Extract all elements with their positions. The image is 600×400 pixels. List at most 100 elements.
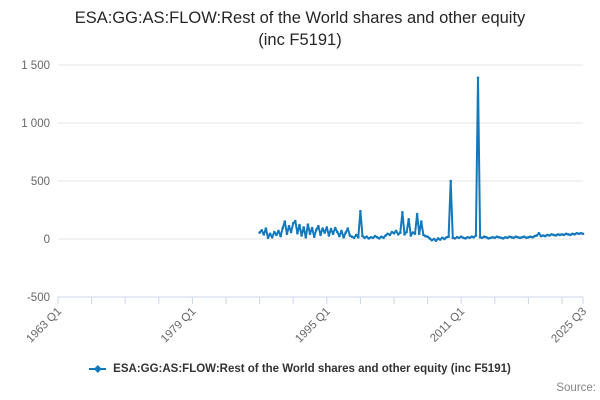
series-point-marker bbox=[369, 236, 373, 239]
series-point-marker bbox=[443, 237, 446, 241]
series-point-marker bbox=[468, 236, 471, 240]
series-point-marker bbox=[436, 237, 440, 240]
series-point-marker bbox=[325, 226, 329, 229]
series-line[interactable] bbox=[258, 76, 584, 242]
series-point-marker bbox=[417, 232, 421, 236]
series-point-marker bbox=[537, 231, 541, 235]
series-point-marker bbox=[375, 236, 379, 239]
series-point-marker bbox=[457, 236, 461, 240]
series-point-marker bbox=[522, 235, 526, 238]
series-point-marker bbox=[434, 239, 438, 242]
series-point-marker bbox=[420, 220, 423, 223]
series-point-marker bbox=[459, 235, 463, 238]
series-point-marker bbox=[270, 236, 274, 239]
series-point-marker bbox=[392, 231, 396, 235]
series-point-marker bbox=[499, 236, 503, 240]
series-point-marker bbox=[306, 223, 310, 226]
legend-item[interactable]: ESA:GG:AS:FLOW:Rest of the World shares … bbox=[89, 363, 511, 375]
series-point-marker bbox=[451, 236, 455, 240]
series-point-marker bbox=[447, 235, 450, 238]
x-tick-label: 1995 Q1 bbox=[293, 306, 333, 346]
series-point-marker bbox=[564, 232, 568, 236]
series-point-marker bbox=[441, 236, 444, 240]
series-point-marker bbox=[535, 234, 539, 237]
series-point-marker bbox=[430, 238, 434, 242]
series-point-marker bbox=[552, 233, 555, 237]
series-point-marker bbox=[478, 236, 482, 239]
source-label: Source: bbox=[556, 382, 596, 394]
series-point-marker bbox=[512, 236, 515, 240]
series-point-marker bbox=[520, 236, 524, 239]
series-point-marker bbox=[296, 231, 299, 235]
series-point-marker bbox=[554, 234, 557, 237]
series-point-marker bbox=[491, 236, 495, 239]
series-point-marker bbox=[304, 236, 308, 239]
series-point-marker bbox=[426, 235, 429, 238]
series-point-marker bbox=[533, 234, 536, 238]
series-point-marker bbox=[390, 230, 394, 234]
series-point-marker bbox=[333, 226, 337, 230]
series-point-marker bbox=[573, 233, 576, 236]
series-point-marker bbox=[472, 236, 476, 239]
series-point-marker bbox=[539, 234, 543, 238]
legend: ESA:GG:AS:FLOW:Rest of the World shares … bbox=[0, 363, 600, 375]
series-point-marker bbox=[558, 233, 562, 237]
series-point-marker bbox=[401, 211, 404, 214]
series-point-marker bbox=[556, 233, 560, 236]
series-point-marker bbox=[291, 222, 295, 225]
series-point-marker bbox=[514, 235, 518, 238]
series-point-marker bbox=[543, 234, 547, 238]
series-point-marker bbox=[411, 231, 415, 234]
series-point-marker bbox=[501, 237, 505, 240]
series-point-marker bbox=[352, 236, 356, 240]
series-point-marker bbox=[323, 231, 327, 234]
series-point-marker bbox=[260, 229, 264, 232]
series-point-marker bbox=[367, 237, 371, 240]
series-point-marker bbox=[462, 236, 465, 240]
series-point-marker bbox=[315, 228, 318, 231]
series-point-marker bbox=[504, 236, 507, 239]
series-point-marker bbox=[415, 212, 419, 216]
series-point-marker bbox=[300, 234, 303, 237]
series-point-marker bbox=[449, 179, 453, 183]
series-point-marker bbox=[279, 234, 282, 238]
series-point-marker bbox=[342, 236, 345, 239]
x-tick-label: 1979 Q1 bbox=[159, 306, 199, 346]
y-tick-label: -500 bbox=[27, 292, 50, 304]
series-point-marker bbox=[321, 227, 324, 230]
series-point-marker bbox=[357, 236, 360, 239]
series-point-marker bbox=[432, 237, 436, 241]
series-point-marker bbox=[516, 236, 520, 239]
series-point-marker bbox=[287, 224, 291, 228]
series-point-marker bbox=[571, 232, 574, 236]
series-point-marker bbox=[319, 233, 322, 237]
x-tick-label: 2025 Q3 bbox=[549, 306, 589, 346]
series-point-marker bbox=[346, 227, 350, 230]
series-point-marker bbox=[550, 233, 553, 236]
series-point-marker bbox=[289, 230, 293, 234]
x-tick-label: 2011 Q1 bbox=[428, 306, 467, 345]
series-point-marker bbox=[453, 237, 457, 240]
y-tick-label: 500 bbox=[31, 176, 50, 188]
series-point-marker bbox=[581, 232, 585, 236]
series-point-marker bbox=[283, 220, 287, 223]
series-point-marker bbox=[474, 234, 478, 237]
series-point-marker bbox=[424, 234, 427, 238]
series-point-marker bbox=[365, 235, 369, 238]
series-point-marker bbox=[438, 238, 442, 241]
series-point-marker bbox=[445, 236, 448, 239]
series-point-marker bbox=[378, 237, 381, 240]
series-point-marker bbox=[329, 227, 333, 231]
series-point-marker bbox=[470, 235, 474, 238]
series-point-marker bbox=[560, 233, 564, 236]
series-point-marker bbox=[409, 234, 413, 237]
series-point-marker bbox=[348, 234, 352, 237]
series-point-marker bbox=[371, 236, 375, 240]
series-point-marker bbox=[388, 233, 392, 237]
series-point-marker bbox=[422, 233, 425, 237]
series-point-marker bbox=[273, 230, 276, 234]
series-point-marker bbox=[394, 229, 398, 233]
series-point-marker bbox=[359, 209, 362, 213]
